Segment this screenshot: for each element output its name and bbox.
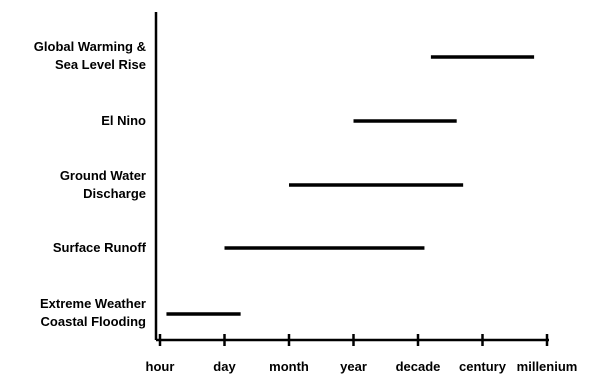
- category-label: Ground Water Discharge: [59, 168, 146, 201]
- category-label: El Nino: [101, 113, 146, 128]
- x-tick-labels: hour day month year decade century millenium: [146, 359, 578, 374]
- x-tick-label: year: [340, 359, 367, 374]
- category-label: Surface Runoff: [52, 240, 146, 255]
- x-tick-label: century: [459, 359, 507, 374]
- x-tick-label: hour: [146, 359, 175, 374]
- x-tick-label: day: [213, 359, 236, 374]
- range-bars: [166, 55, 535, 316]
- x-tick-label: decade: [396, 359, 441, 374]
- x-ticks: [158, 334, 549, 346]
- x-tick-label: month: [269, 359, 309, 374]
- x-tick-label: millenium: [517, 359, 578, 374]
- category-label: Global Warming & Sea Level Rise: [33, 39, 146, 72]
- category-label: Extreme Weather Coastal Flooding: [40, 296, 146, 329]
